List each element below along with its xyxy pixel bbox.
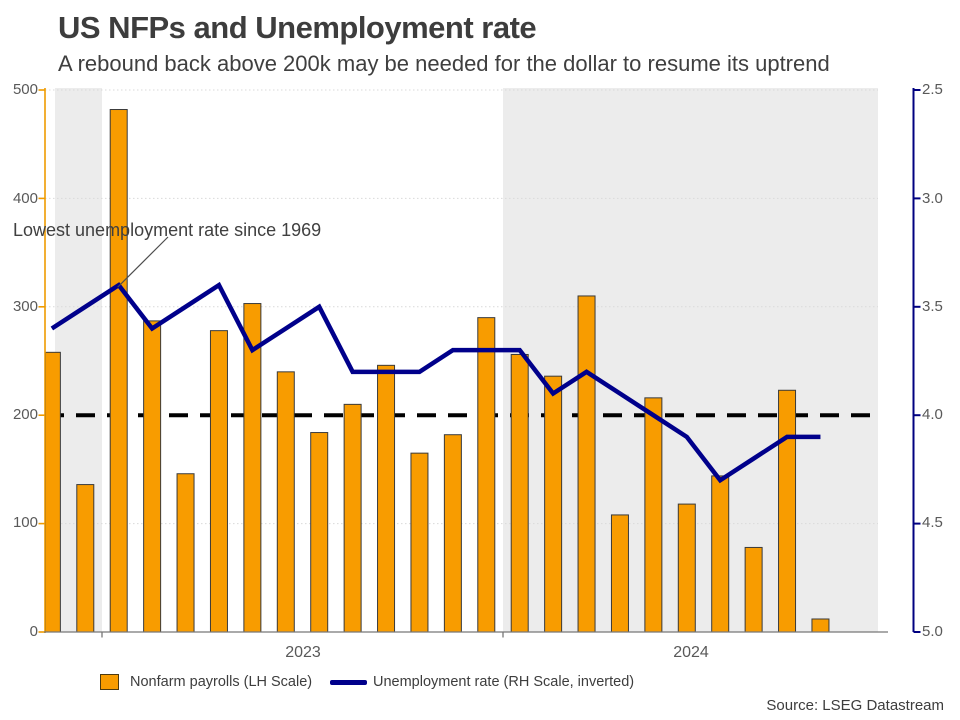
nfp-bar <box>577 295 596 633</box>
nfp-bar <box>711 475 730 633</box>
legend-line-swatch <box>330 680 367 685</box>
nfp-bar <box>610 514 629 633</box>
left-axis-tick-label: 0 <box>29 623 38 640</box>
nfp-bar <box>677 503 696 633</box>
right-axis-tick-label: 3.0 <box>922 190 943 207</box>
nfp-bar <box>109 109 128 633</box>
chart-title: US NFPs and Unemployment rate <box>58 10 537 45</box>
right-axis-tick-label: 2.5 <box>922 81 943 98</box>
left-axis-tick-label: 400 <box>12 190 38 207</box>
nfp-bar <box>744 546 763 633</box>
nfp-bar <box>76 484 95 633</box>
nfp-bar <box>310 432 329 633</box>
legend-line-label: Unemployment rate (RH Scale, inverted) <box>373 674 635 690</box>
nfp-bar <box>477 317 496 633</box>
nfp-bar <box>510 353 529 633</box>
right-axis-tick-label: 3.5 <box>922 298 943 315</box>
nfp-bar <box>644 397 663 633</box>
chart-subtitle: A rebound back above 200k may be needed … <box>58 51 830 76</box>
left-axis-tick-label: 300 <box>12 298 38 315</box>
legend-bar-label: Nonfarm payrolls (LH Scale) <box>130 674 313 690</box>
nfp-bar <box>778 389 797 633</box>
nfp-bar <box>410 452 429 633</box>
source-credit: Source: LSEG Datastream <box>766 697 944 714</box>
nfp-bar <box>45 351 61 633</box>
right-axis-tick-label: 5.0 <box>922 623 943 640</box>
nfp-bar <box>176 473 195 633</box>
x-axis-year-label-2023: 2023 <box>285 644 321 661</box>
right-axis-tick-label: 4.5 <box>922 514 943 531</box>
annotation-label: Lowest unemployment rate since 1969 <box>13 220 322 240</box>
right-axis-tick-label: 4.0 <box>922 406 943 423</box>
nfp-bar <box>276 371 295 633</box>
legend-bar-swatch <box>100 674 119 690</box>
x-axis-year-label-2024: 2024 <box>673 644 709 661</box>
unemployment-line <box>50 281 821 484</box>
nfp-bar <box>544 375 563 633</box>
nfp-bar <box>443 434 462 633</box>
left-axis-tick-label: 100 <box>12 514 38 531</box>
left-axis-tick-label: 200 <box>12 406 38 423</box>
annotation-pointer-line <box>117 236 169 288</box>
left-axis-tick-label: 500 <box>12 81 38 98</box>
nfp-bar <box>343 403 362 633</box>
nfp-bar <box>209 330 228 633</box>
nfp-bar <box>377 364 396 633</box>
nfp-bar <box>143 320 162 633</box>
nfp-bar <box>811 618 830 633</box>
